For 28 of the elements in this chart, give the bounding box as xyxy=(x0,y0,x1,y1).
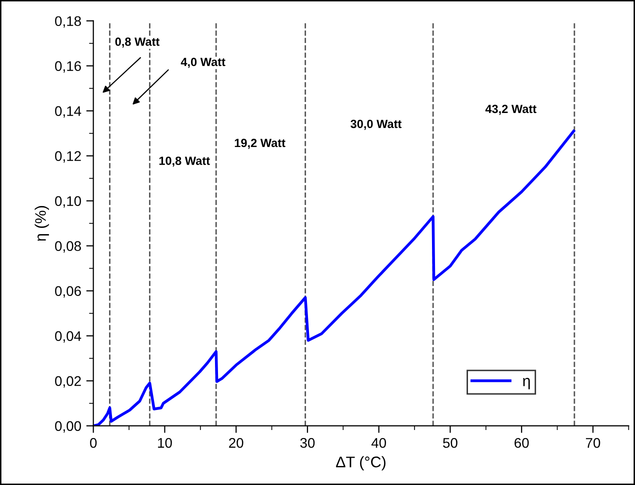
y-tick-label: 0,16 xyxy=(55,61,81,73)
x-tick-label: 30 xyxy=(300,438,315,448)
y-tick-label: 0,18 xyxy=(55,16,81,28)
x-tick-label: 20 xyxy=(229,438,244,448)
y-tick-label: 0,10 xyxy=(55,196,81,208)
annotation: 10,8 Watt xyxy=(159,156,210,167)
annotation: 30,0 Watt xyxy=(350,120,402,130)
x-tick-label: 10 xyxy=(158,438,172,448)
y-tick-label: 0,04 xyxy=(55,331,82,343)
y-tick-label: 0,02 xyxy=(55,376,81,388)
x-tick-label: 0 xyxy=(90,438,97,448)
x-tick-label: 60 xyxy=(514,438,529,448)
x-tick-label: 40 xyxy=(371,438,386,448)
annotation: 4,0 Watt xyxy=(180,58,226,68)
line-series xyxy=(93,130,576,426)
y-tick-label: 0,00 xyxy=(55,421,81,433)
y-tick-label: 0,12 xyxy=(55,151,81,163)
y-tick-label: 0,08 xyxy=(55,241,81,253)
y-tick-label: 0,06 xyxy=(55,286,81,298)
x-tick-label: 70 xyxy=(586,438,600,448)
x-axis-title: ΔT (°C) xyxy=(336,456,386,470)
legend-label: η xyxy=(523,378,530,390)
annotation: 19,2 Watt xyxy=(234,138,286,149)
y-axis-title: η (%) xyxy=(34,206,49,241)
x-tick-label: 50 xyxy=(443,438,458,448)
y-tick-label: 0,14 xyxy=(55,106,82,118)
annotation: 0,8 Watt xyxy=(115,38,160,48)
annotation: 43,2 Watt xyxy=(485,104,536,115)
